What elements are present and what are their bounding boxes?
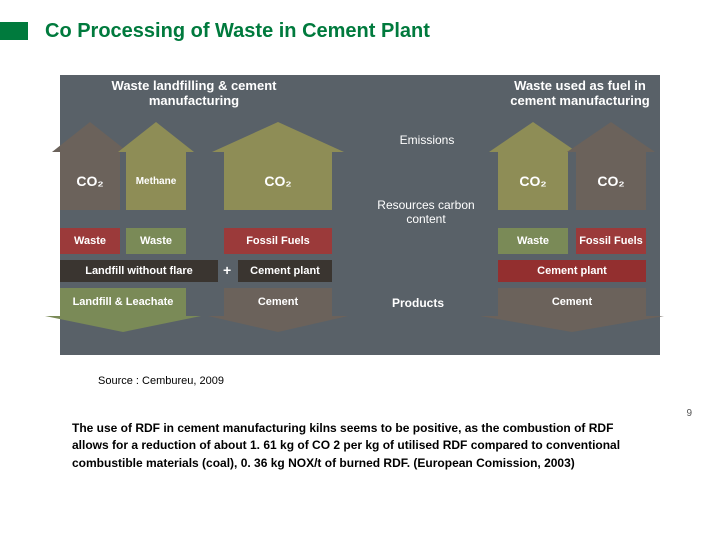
section-header: Waste landfilling & cement manufacturing (60, 75, 328, 113)
body-text: The use of RDF in cement manufacturing k… (72, 420, 652, 472)
process-box: Cement plant (238, 260, 332, 282)
accent-bar (0, 22, 28, 40)
process-row: Landfill without flare Cement plant Cement… (60, 260, 660, 282)
mid-label: Resources carbon content (360, 198, 492, 227)
fuel-box: Fossil Fuels (576, 228, 646, 254)
diagram: Waste landfilling & cement manufacturing… (60, 75, 660, 355)
process-box: Cement plant (498, 260, 646, 282)
fuel-box: Fossil Fuels (224, 228, 332, 254)
page-number: 9 (686, 408, 692, 419)
fuel-box: Waste (498, 228, 568, 254)
product-arrow: Landfill & Leachate (60, 288, 186, 332)
fuel-box: Waste (60, 228, 120, 254)
fuel-row: WasteWasteFossil FuelsWasteFossil Fuels (60, 228, 660, 254)
emission-arrow: CO₂ (224, 122, 332, 210)
emission-arrow: CO₂ (498, 122, 568, 210)
section-headers: Waste landfilling & cement manufacturing… (60, 75, 660, 113)
section-header: Waste used as fuel in cement manufacturi… (500, 75, 660, 113)
process-box: Landfill without flare (60, 260, 218, 282)
mid-label: Emissions (382, 133, 472, 147)
down-arrows-row: Landfill & Leachate Cement Cement Products (60, 288, 660, 338)
up-arrows-row: CO₂MethaneCO₂CO₂CO₂ (60, 115, 660, 210)
emission-arrow: CO₂ (576, 122, 646, 210)
emission-arrow: Methane (126, 122, 186, 210)
plus-icon: + (223, 262, 231, 278)
source-text: Source : Cembureu, 2009 (98, 375, 224, 387)
fuel-box: Waste (126, 228, 186, 254)
products-label: Products (392, 296, 444, 310)
emission-arrow: CO₂ (60, 122, 120, 210)
product-arrow: Cement (224, 288, 332, 332)
product-arrow: Cement (498, 288, 646, 332)
page-title: Co Processing of Waste in Cement Plant (45, 20, 430, 43)
